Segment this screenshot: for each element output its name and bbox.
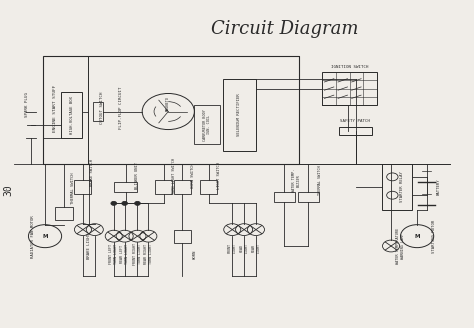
Text: HORN SWITCH: HORN SWITCH: [191, 163, 195, 188]
Text: RADIATOR FAN MOTOR: RADIATOR FAN MOTOR: [31, 215, 35, 257]
Text: STARTER RELAY: STARTER RELAY: [400, 172, 404, 202]
Text: THERMAL SWITCH: THERMAL SWITCH: [71, 173, 74, 204]
Text: FRONT
LIGHT: FRONT LIGHT: [228, 243, 237, 253]
Text: STARTING MOTOR: STARTING MOTOR: [432, 219, 436, 253]
Text: FRONT RIGHT
TURN LIGHT: FRONT RIGHT TURN LIGHT: [133, 243, 142, 265]
Circle shape: [111, 201, 117, 205]
Bar: [174, 180, 191, 194]
Text: ENGINE START STUFF: ENGINE START STUFF: [53, 85, 56, 132]
Text: REAR
LIGHT: REAR LIGHT: [252, 243, 260, 253]
Bar: [223, 79, 256, 151]
Bar: [382, 164, 412, 210]
Bar: [43, 56, 299, 164]
Text: FRONT LEFT
TURN LIGHT: FRONT LEFT TURN LIGHT: [109, 244, 118, 264]
Bar: [174, 230, 191, 243]
Text: BRAKE LIGHT: BRAKE LIGHT: [87, 233, 91, 259]
Text: 30: 30: [3, 184, 14, 196]
Bar: [74, 180, 91, 194]
Bar: [298, 192, 319, 202]
Text: Circuit Diagram: Circuit Diagram: [210, 20, 358, 38]
Text: LIGHT SWITCH: LIGHT SWITCH: [217, 162, 221, 189]
Bar: [93, 102, 103, 121]
Text: M: M: [42, 234, 48, 239]
Text: SELENIUM RECTIFIER: SELENIUM RECTIFIER: [237, 93, 241, 136]
Text: CARBURETOR BODY
IGN. COIL: CARBURETOR BODY IGN. COIL: [203, 109, 211, 141]
Text: FLIP-FLOP CIRCUIT: FLIP-FLOP CIRCUIT: [119, 87, 123, 130]
Text: M: M: [414, 234, 420, 239]
Bar: [114, 182, 137, 192]
Text: BRAKE SWITCH: BRAKE SWITCH: [91, 159, 94, 186]
Bar: [61, 92, 82, 138]
Text: BLINKER UNIT: BLINKER UNIT: [136, 162, 139, 189]
Bar: [322, 72, 377, 105]
Text: MAGNETO: MAGNETO: [166, 96, 170, 111]
Bar: [200, 180, 217, 194]
Text: WATER TEMPERATURE
WARNING LAMP: WATER TEMPERATURE WARNING LAMP: [396, 228, 405, 264]
Text: REAR RIGHT
TURN LIGHT: REAR RIGHT TURN LIGHT: [144, 244, 153, 264]
Circle shape: [122, 201, 128, 205]
Text: SAFETY PATCH: SAFETY PATCH: [340, 119, 371, 123]
Text: HORN: HORN: [192, 250, 196, 259]
Text: TURN LIGHT SWITCH: TURN LIGHT SWITCH: [172, 157, 176, 194]
Text: CUTOUT SWITCH: CUTOUT SWITCH: [100, 92, 104, 125]
Circle shape: [135, 201, 140, 205]
Text: IGNITION SWITCH: IGNITION SWITCH: [331, 65, 368, 69]
Bar: [194, 105, 220, 144]
Text: HIGH-VOLTAGE BOX: HIGH-VOLTAGE BOX: [70, 96, 74, 134]
Bar: [88, 56, 299, 164]
Text: THERMAL SWITCH: THERMAL SWITCH: [318, 166, 322, 195]
Text: HEAD
LIGHT: HEAD LIGHT: [240, 243, 248, 253]
Bar: [155, 180, 172, 194]
Text: REAR LEFT
TURN LIGHT: REAR LEFT TURN LIGHT: [120, 244, 129, 264]
Text: BATTERY: BATTERY: [437, 179, 440, 195]
Text: SPARK PLUG: SPARK PLUG: [26, 92, 29, 117]
Text: WATER TEMP.
BUZZER: WATER TEMP. BUZZER: [292, 169, 301, 192]
Bar: [274, 192, 295, 202]
Bar: [55, 207, 73, 220]
Bar: [339, 127, 372, 135]
